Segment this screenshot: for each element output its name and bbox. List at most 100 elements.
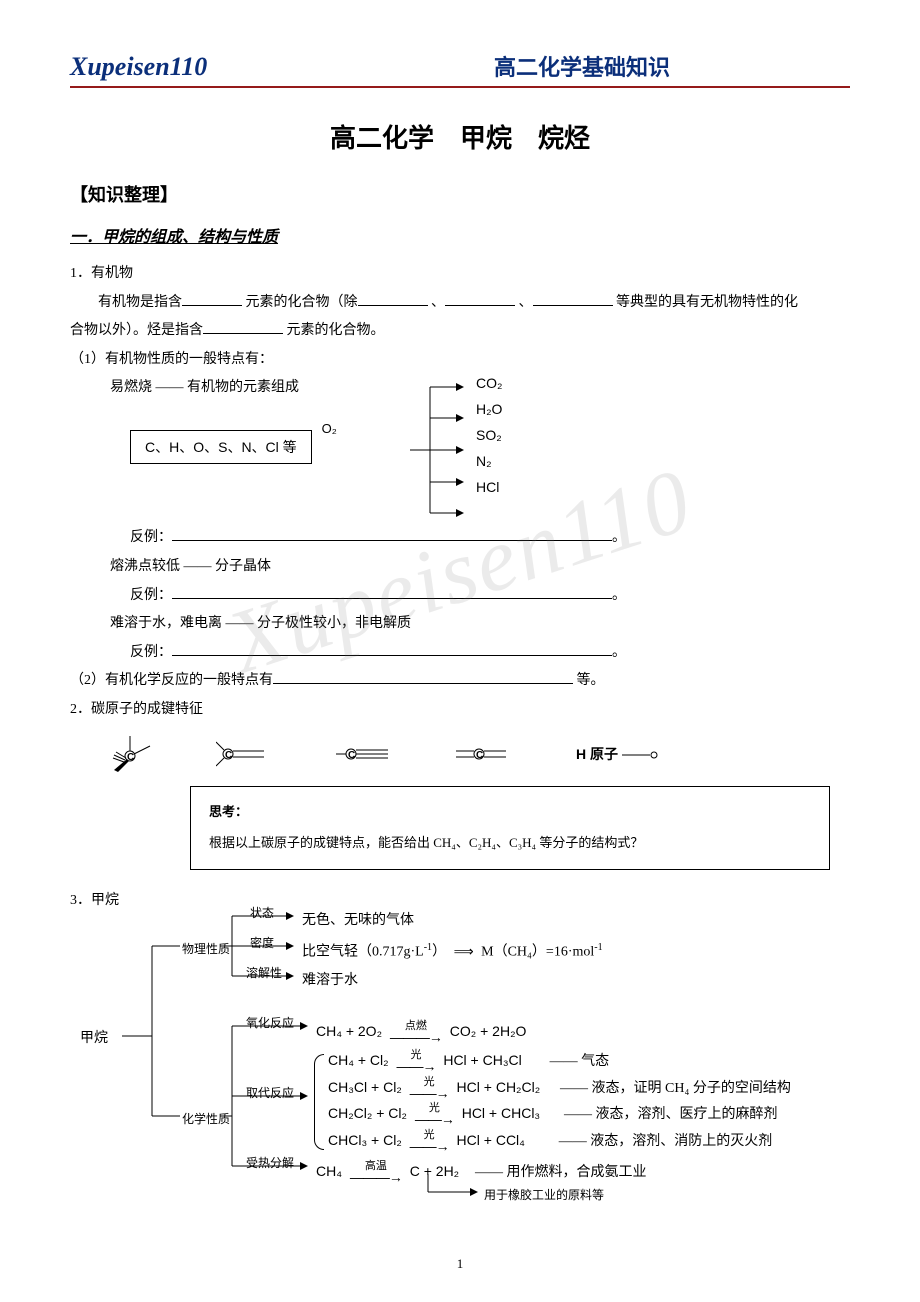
blank — [172, 655, 612, 656]
density-label: 密度 — [250, 932, 274, 955]
think-box: 思考： 根据以上碳原子的成键特点，能否给出 CH₄、C₂H₄、C₃H₄ 等分子的… — [190, 786, 830, 870]
t: 反例： — [130, 588, 172, 603]
reaction-arrow: 点燃———→ — [390, 1021, 442, 1043]
chem-label: 化学性质 — [182, 1108, 230, 1131]
double-bond-both-icon: C — [456, 744, 516, 764]
note: —— 液态，溶剂、医疗上的麻醉剂 — [564, 1107, 778, 1122]
tree-root: 甲烷 — [80, 1026, 108, 1053]
sub-row: CH₄ + Cl₂ 光——→ HCl + CH₃Cl —— 气态 — [328, 1048, 791, 1075]
state-label: 状态 — [250, 902, 274, 925]
t: HCl + CCl₄ — [457, 1132, 525, 1148]
t: HCl + CH₃Cl — [443, 1052, 521, 1068]
think-body: 根据以上碳原子的成键特点，能否给出 CH₄、C₂H₄、C₃H₄ 等分子的结构式？ — [209, 832, 811, 851]
o2-label: O₂ — [322, 421, 337, 436]
t: 比空气轻（0.717g·L — [302, 945, 424, 960]
t: ） — [432, 945, 446, 960]
product: N₂ — [476, 453, 502, 469]
t: C + 2H₂ — [410, 1163, 459, 1179]
sub-label: 取代反应 — [246, 1082, 294, 1105]
triple-bond-icon: C — [336, 744, 396, 764]
h-atom-label: H 原子 — [576, 746, 618, 762]
sub-row: CH₂Cl₂ + Cl₂ 光——→ HCl + CHCl₃ —— 液态，溶剂、医… — [328, 1101, 791, 1128]
bracket-svg — [410, 375, 470, 525]
t: CHCl₃ + Cl₂ — [328, 1132, 402, 1148]
counter-example-3: 反例：。 — [130, 640, 850, 667]
section-tag: 【知识整理】 — [70, 181, 850, 207]
sub-row: CHCl₃ + Cl₂ 光——→ HCl + CCl₄ —— 液态，溶剂、消防上… — [328, 1128, 791, 1155]
svg-text:C: C — [476, 750, 483, 761]
h-bond-icon — [622, 749, 662, 761]
header-title: 高二化学基础知识 — [494, 50, 670, 82]
element-box: C、H、O、S、N、Cl 等 — [130, 430, 312, 464]
reaction-arrow: 光——→ — [410, 1077, 449, 1099]
product: HCl — [476, 479, 502, 495]
products-column: CO₂ H₂O SO₂ N₂ HCl — [476, 375, 502, 495]
t: -1 — [424, 942, 432, 953]
note: —— 气态 — [550, 1054, 610, 1069]
t: CH₃Cl + Cl₂ — [328, 1079, 402, 1095]
t: 元素的化合物。 — [287, 323, 385, 338]
element-row: C、H、O、S、N、Cl 等 O₂ — [130, 430, 410, 464]
t: HCl + CHCl₃ — [462, 1105, 540, 1121]
pyro-label: 受热分解 — [246, 1152, 294, 1175]
pyro-eq: CH₄ 高温———→ C + 2H₂ —— 用作燃料，合成氨工业 — [316, 1158, 647, 1187]
brand: Xupeisen110 — [70, 52, 207, 82]
blank — [203, 333, 283, 334]
h-atom-group: H 原子 — [576, 744, 662, 764]
methane-tree: 甲烷 物理性质 化学性质 状态 无色、无味的气体 密度 比空气轻（0.717g·… — [70, 896, 850, 1196]
note: —— 液态，证明 CH₄ 分子的空间结构 — [560, 1081, 791, 1096]
blank — [273, 683, 573, 684]
item-1-sub2: （2）有机化学反应的一般特点有 等。 — [70, 668, 850, 695]
subsection-1-title: 一．甲烷的组成、结构与性质 — [70, 223, 850, 247]
sub-reactions: CH₄ + Cl₂ 光——→ HCl + CH₃Cl —— 气态 CH₃Cl +… — [328, 1048, 791, 1154]
product: SO₂ — [476, 427, 502, 443]
svg-text:C: C — [348, 750, 355, 761]
document-title: 高二化学 甲烷 烷烃 — [70, 118, 850, 155]
sub-row: CH₃Cl + Cl₂ 光——→ HCl + CH₂Cl₂ —— 液态，证明 C… — [328, 1075, 791, 1102]
svg-text:C: C — [225, 750, 232, 761]
t: 有机物是指含 — [98, 295, 182, 310]
item-1-line2: 合物以外）。烃是指含 元素的化合物。 — [70, 318, 850, 345]
bracket-icon — [314, 1054, 324, 1150]
t: 等。 — [577, 673, 605, 688]
t: 、 — [519, 295, 533, 310]
product: H₂O — [476, 401, 502, 417]
sol-value: 难溶于水 — [302, 968, 358, 995]
t: M（CH₄）=16·mol — [481, 945, 594, 960]
bonding-row: C C C C H 原子 — [110, 734, 850, 774]
counter-example-2: 反例：。 — [130, 583, 850, 610]
blank — [172, 540, 612, 541]
item-1-sub1: （1）有机物性质的一般特点有： — [70, 347, 850, 374]
t: 反例： — [130, 530, 172, 545]
blank — [182, 305, 242, 306]
page-number: 1 — [0, 1256, 920, 1272]
pyro-note2: 用于橡胶工业的原料等 — [484, 1184, 604, 1207]
blank — [172, 598, 612, 599]
t: 反例： — [130, 645, 172, 660]
note: —— 液态，溶剂、消防上的灭火剂 — [559, 1134, 773, 1149]
reaction-arrow: 光——→ — [410, 1130, 449, 1152]
oxid-eq: CH₄ + 2O₂ 点燃———→ CO₂ + 2H₂O — [316, 1018, 526, 1045]
density-value: 比空气轻（0.717g·L-1） ⟹ M（CH₄）=16·mol-1 — [302, 938, 603, 966]
blank — [533, 305, 613, 306]
t: -1 — [594, 942, 602, 953]
counter-example-1: 反例：。 — [130, 525, 850, 552]
t: CO₂ + 2H₂O — [450, 1023, 527, 1039]
reaction-arrow: 高温———→ — [350, 1161, 402, 1183]
phys-label: 物理性质 — [182, 938, 230, 961]
insoluble-line: 难溶于水，难电离 —— 分子极性较小，非电解质 — [110, 611, 850, 638]
t: 等典型的具有无机物特性的化 — [616, 295, 798, 310]
double-bond-icon: C — [216, 739, 276, 769]
reaction-arrow: 光——→ — [415, 1103, 454, 1125]
item-1-line1: 有机物是指含 元素的化合物（除 、 、 等典型的具有无机物特性的化 — [70, 290, 850, 317]
oxid-label: 氧化反应 — [246, 1012, 294, 1035]
low-mp-line: 熔沸点较低 —— 分子晶体 — [110, 554, 850, 581]
sol-label: 溶解性 — [246, 962, 282, 985]
t: 、 — [431, 295, 445, 310]
t: 元素的化合物（除 — [246, 295, 358, 310]
easy-burn-line: 易燃烧 —— 有机物的元素组成 — [110, 375, 410, 402]
t: 合物以外）。烃是指含 — [70, 323, 203, 338]
t: CH₄ + 2O₂ — [316, 1023, 382, 1039]
arrow-icon: ⟹ — [454, 945, 474, 960]
t: （2）有机化学反应的一般特点有 — [70, 673, 273, 688]
